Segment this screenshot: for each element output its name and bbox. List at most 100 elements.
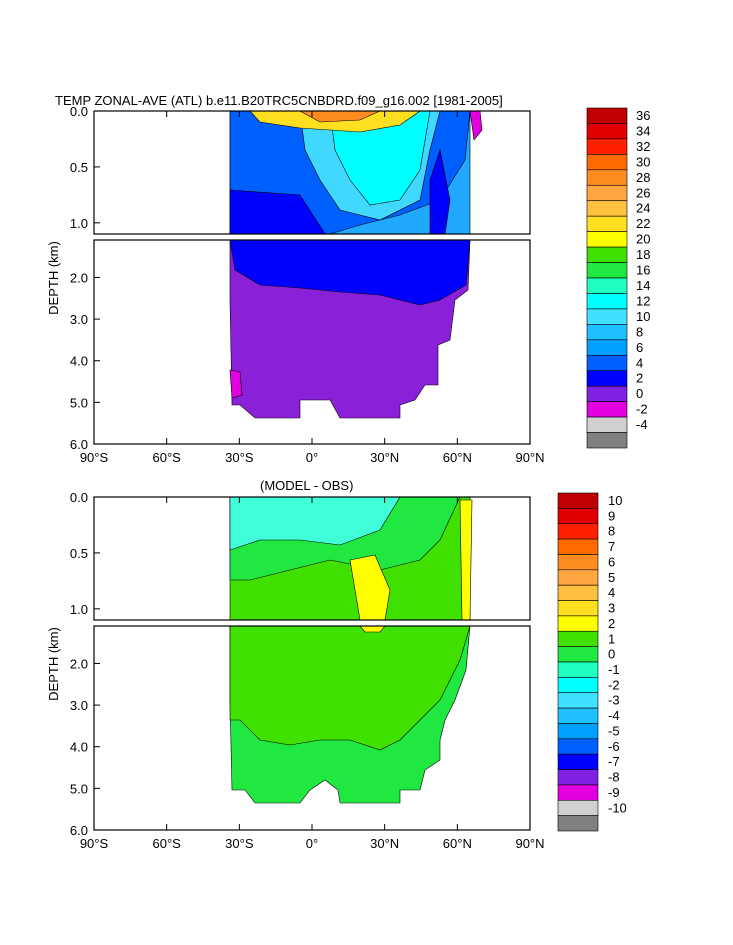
colorbar-swatch (586, 354, 628, 372)
colorbar-swatch (586, 324, 628, 341)
colorbar-label: 6 (636, 340, 643, 355)
region-minus1-0 (229, 496, 401, 551)
colorbar-swatch (557, 692, 599, 709)
colorbar-swatch (557, 569, 599, 586)
colorbar-label: -6 (608, 739, 620, 754)
colorbar-swatch (586, 385, 628, 402)
panel-title: TEMP ZONAL-AVE (ATL) b.e11.B20TRC5CNBDRD… (55, 93, 503, 108)
colorbar-swatch (557, 707, 599, 724)
region-1-2 (229, 625, 471, 751)
colorbar-swatch (586, 123, 628, 140)
colorbar-swatch (557, 630, 599, 647)
y-tick-label: 1.0 (70, 216, 88, 231)
colorbar-swatch (557, 738, 599, 755)
colorbar-swatch (557, 600, 599, 617)
colorbar-label: -1 (608, 662, 620, 677)
colorbar-swatch (586, 246, 628, 263)
colorbar-label: 6 (608, 554, 615, 569)
y-tick-label: 1.0 (70, 602, 88, 617)
x-tick-label: 0° (306, 450, 318, 465)
colorbar-label: -4 (636, 417, 648, 432)
x-tick-label: 60°S (152, 836, 181, 851)
colorbar-label: 0 (636, 386, 643, 401)
y-tick-label: 0.0 (70, 104, 88, 119)
colorbar-label: 20 (636, 232, 650, 247)
colorbar-label: -5 (608, 723, 620, 738)
colorbar-label: 2 (608, 616, 615, 631)
colorbar-label: 1 (608, 631, 615, 646)
contour-fill-upper (229, 110, 483, 235)
colorbar-swatch (557, 799, 599, 816)
colorbar-label: 9 (608, 508, 615, 523)
colorbar-label: 7 (608, 539, 615, 554)
region-4-6 (429, 148, 451, 235)
colorbar-swatch (586, 277, 628, 294)
x-tick-label: 90°N (515, 836, 544, 851)
y-tick-label: 0.0 (70, 490, 88, 505)
region-4-6 (229, 239, 471, 306)
colorbar-swatch (557, 661, 599, 678)
colorbar-label: -2 (608, 677, 620, 692)
x-tick-label: 60°N (443, 836, 472, 851)
colorbar-swatch (557, 508, 599, 525)
colorbar-label: -8 (608, 770, 620, 785)
colorbar-swatch (586, 262, 628, 279)
colorbar-swatch (586, 184, 628, 202)
contour-fill-lower (229, 625, 471, 804)
colorbar-label: 4 (608, 585, 615, 600)
panel-temperature: TEMP ZONAL-AVE (ATL) b.e11.B20TRC5CNBDRD… (46, 93, 650, 465)
y-tick-label: 5.0 (70, 395, 88, 410)
x-tick-label: 30°S (225, 450, 254, 465)
y-axis-label: DEPTH (km) (46, 627, 61, 701)
y-tick-label: 6.0 (70, 823, 88, 838)
colorbar-label: 36 (636, 108, 650, 123)
x-tick-label: 90°S (80, 450, 109, 465)
panel-title: (MODEL - OBS) (260, 478, 353, 493)
colorbar-label: -7 (608, 754, 620, 769)
colorbar-label: 26 (636, 185, 650, 200)
colorbar-swatch (586, 215, 628, 232)
colorbar-label: -4 (608, 708, 620, 723)
x-tick-label: 0° (306, 836, 318, 851)
region-12-14 (329, 110, 431, 206)
colorbar-swatch (586, 169, 628, 186)
colorbar-swatch (586, 154, 628, 171)
colorbar-swatch (557, 815, 599, 832)
y-tick-label: 5.0 (70, 781, 88, 796)
colorbar-label: 0 (608, 647, 615, 662)
colorbar-swatch (586, 308, 628, 325)
colorbar-swatch (586, 432, 628, 449)
colorbar-label: -3 (608, 693, 620, 708)
colorbar-label: 10 (608, 493, 622, 508)
region-0-2 (229, 369, 243, 399)
colorbar-swatch (557, 646, 599, 663)
colorbar-swatch (586, 370, 628, 387)
colorbar-label: 8 (636, 324, 643, 339)
x-tick-label: 90°S (80, 836, 109, 851)
colorbar-label: 10 (636, 309, 650, 324)
colorbar-swatch (557, 769, 599, 786)
y-axis-label: DEPTH (km) (46, 241, 61, 315)
y-tick-label: 0.5 (70, 160, 88, 175)
colorbar-label: 3 (608, 601, 615, 616)
y-tick-label: 3.0 (70, 698, 88, 713)
colorbar-swatch (557, 584, 599, 601)
colorbar-label: 28 (636, 170, 650, 185)
colorbar-swatch (586, 401, 628, 418)
x-tick-label: 30°N (370, 836, 399, 851)
y-tick-label: 4.0 (70, 354, 88, 369)
y-tick-label: 6.0 (70, 437, 88, 452)
colorbar-label: 22 (636, 216, 650, 231)
colorbar-swatch (557, 677, 599, 694)
x-tick-label: 60°N (443, 450, 472, 465)
y-tick-label: 2.0 (70, 270, 88, 285)
colorbar-label: 34 (636, 123, 650, 138)
colorbar-label: 4 (636, 355, 643, 370)
colorbar-label: 32 (636, 139, 650, 154)
colorbar-label: 16 (636, 263, 650, 278)
colorbar-swatch (586, 416, 628, 433)
colorbar-swatch (586, 138, 628, 155)
y-tick-label: 0.5 (70, 546, 88, 561)
